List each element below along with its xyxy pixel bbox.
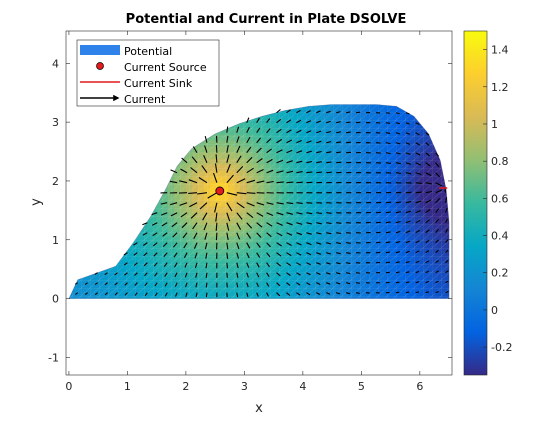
current-arrow [386,212,391,213]
legend: Potential Current Source Current Sink Cu… [77,40,219,106]
current-arrow [188,193,197,194]
current-arrow [386,232,391,233]
colorbar-tick-label: 0 [491,304,498,317]
current-arrow [346,132,351,133]
legend-potential-swatch [80,45,120,55]
x-tick-label: 3 [241,380,248,393]
legend-current-label: Current [124,93,166,106]
colorbar-ticks: -0.2 0 0.2 0.4 0.6 0.8 1 1.2 1.4 [483,44,512,355]
x-tick-label: 1 [124,380,131,393]
colorbar-gradient [464,31,487,375]
current-arrow [396,202,401,203]
current-arrow [386,242,390,243]
current-arrow [416,183,422,184]
current-arrow [286,182,293,183]
current-arrow [386,252,390,253]
current-arrow [326,162,331,163]
colorbar-tick-label: 1.4 [491,44,509,57]
legend-sink-label: Current Sink [124,77,193,90]
current-arrow [336,162,341,163]
current-arrow [386,143,390,144]
y-tick-label: 0 [52,293,59,306]
y-axis-label: y [29,198,44,206]
current-arrow [396,272,400,273]
x-tick-label: 0 [65,380,72,393]
current-arrow [326,213,331,214]
current-arrow [316,172,322,173]
y-tick-label: 1 [52,234,59,247]
current-arrow [206,273,207,278]
current-arrow [227,253,228,259]
x-tick-label: 5 [358,380,365,393]
legend-source-label: Current Source [124,61,207,74]
colorbar-tick-label: 0.8 [491,155,509,168]
current-arrow [386,123,390,124]
colorbar-tick-label: 0.2 [491,267,509,280]
y-tick-label: -1 [48,351,59,364]
current-arrow [396,173,401,174]
current-arrow [206,283,207,288]
legend-potential-label: Potential [124,45,172,58]
chart-title: Potential and Current in Plate DSOLVE [126,12,407,27]
current-arrow [356,293,360,294]
current-arrow [346,122,350,123]
current-arrow [346,243,351,244]
current-arrow [206,293,207,297]
current-arrow [416,192,422,193]
current-arrow [336,152,341,153]
y-tick-label: 2 [52,175,59,188]
current-arrow [296,203,302,204]
current-arrow [247,193,256,194]
colorbar-tick-label: 1 [491,118,498,131]
current-arrow [346,142,351,143]
current-arrow [336,223,341,224]
current-arrow [386,133,390,134]
x-tick-label: 2 [182,380,189,393]
y-tick-label: 4 [52,57,59,70]
x-tick-label: 6 [416,380,423,393]
current-arrow [356,273,360,274]
current-arrow [416,292,419,293]
current-arrow [227,263,228,269]
current-arrow [356,283,360,284]
current-arrow [356,112,360,113]
colorbar-tick-label: 0.4 [491,230,509,243]
current-arrow [346,253,350,254]
colorbar: -0.2 0 0.2 0.4 0.6 0.8 1 1.2 1.4 [464,31,512,375]
current-arrow [406,282,410,283]
current-arrow [326,172,331,173]
current-arrow [216,223,217,231]
current-arrow [336,233,341,234]
colorbar-tick-label: -0.2 [491,341,512,354]
current-arrow [386,163,391,164]
colorbar-tick-label: 1.2 [491,81,509,94]
x-tick-label: 4 [299,380,306,393]
y-tick-label: 3 [52,116,59,129]
colorbar-tick-label: 0.6 [491,192,509,205]
current-arrow [386,153,391,154]
current-arrow [386,202,391,203]
current-arrow [296,182,302,183]
current-arrow [406,292,409,293]
current-arrow [227,273,228,278]
current-source-marker [216,187,224,195]
legend-source-marker [97,63,104,70]
x-axis-label: x [255,401,263,416]
